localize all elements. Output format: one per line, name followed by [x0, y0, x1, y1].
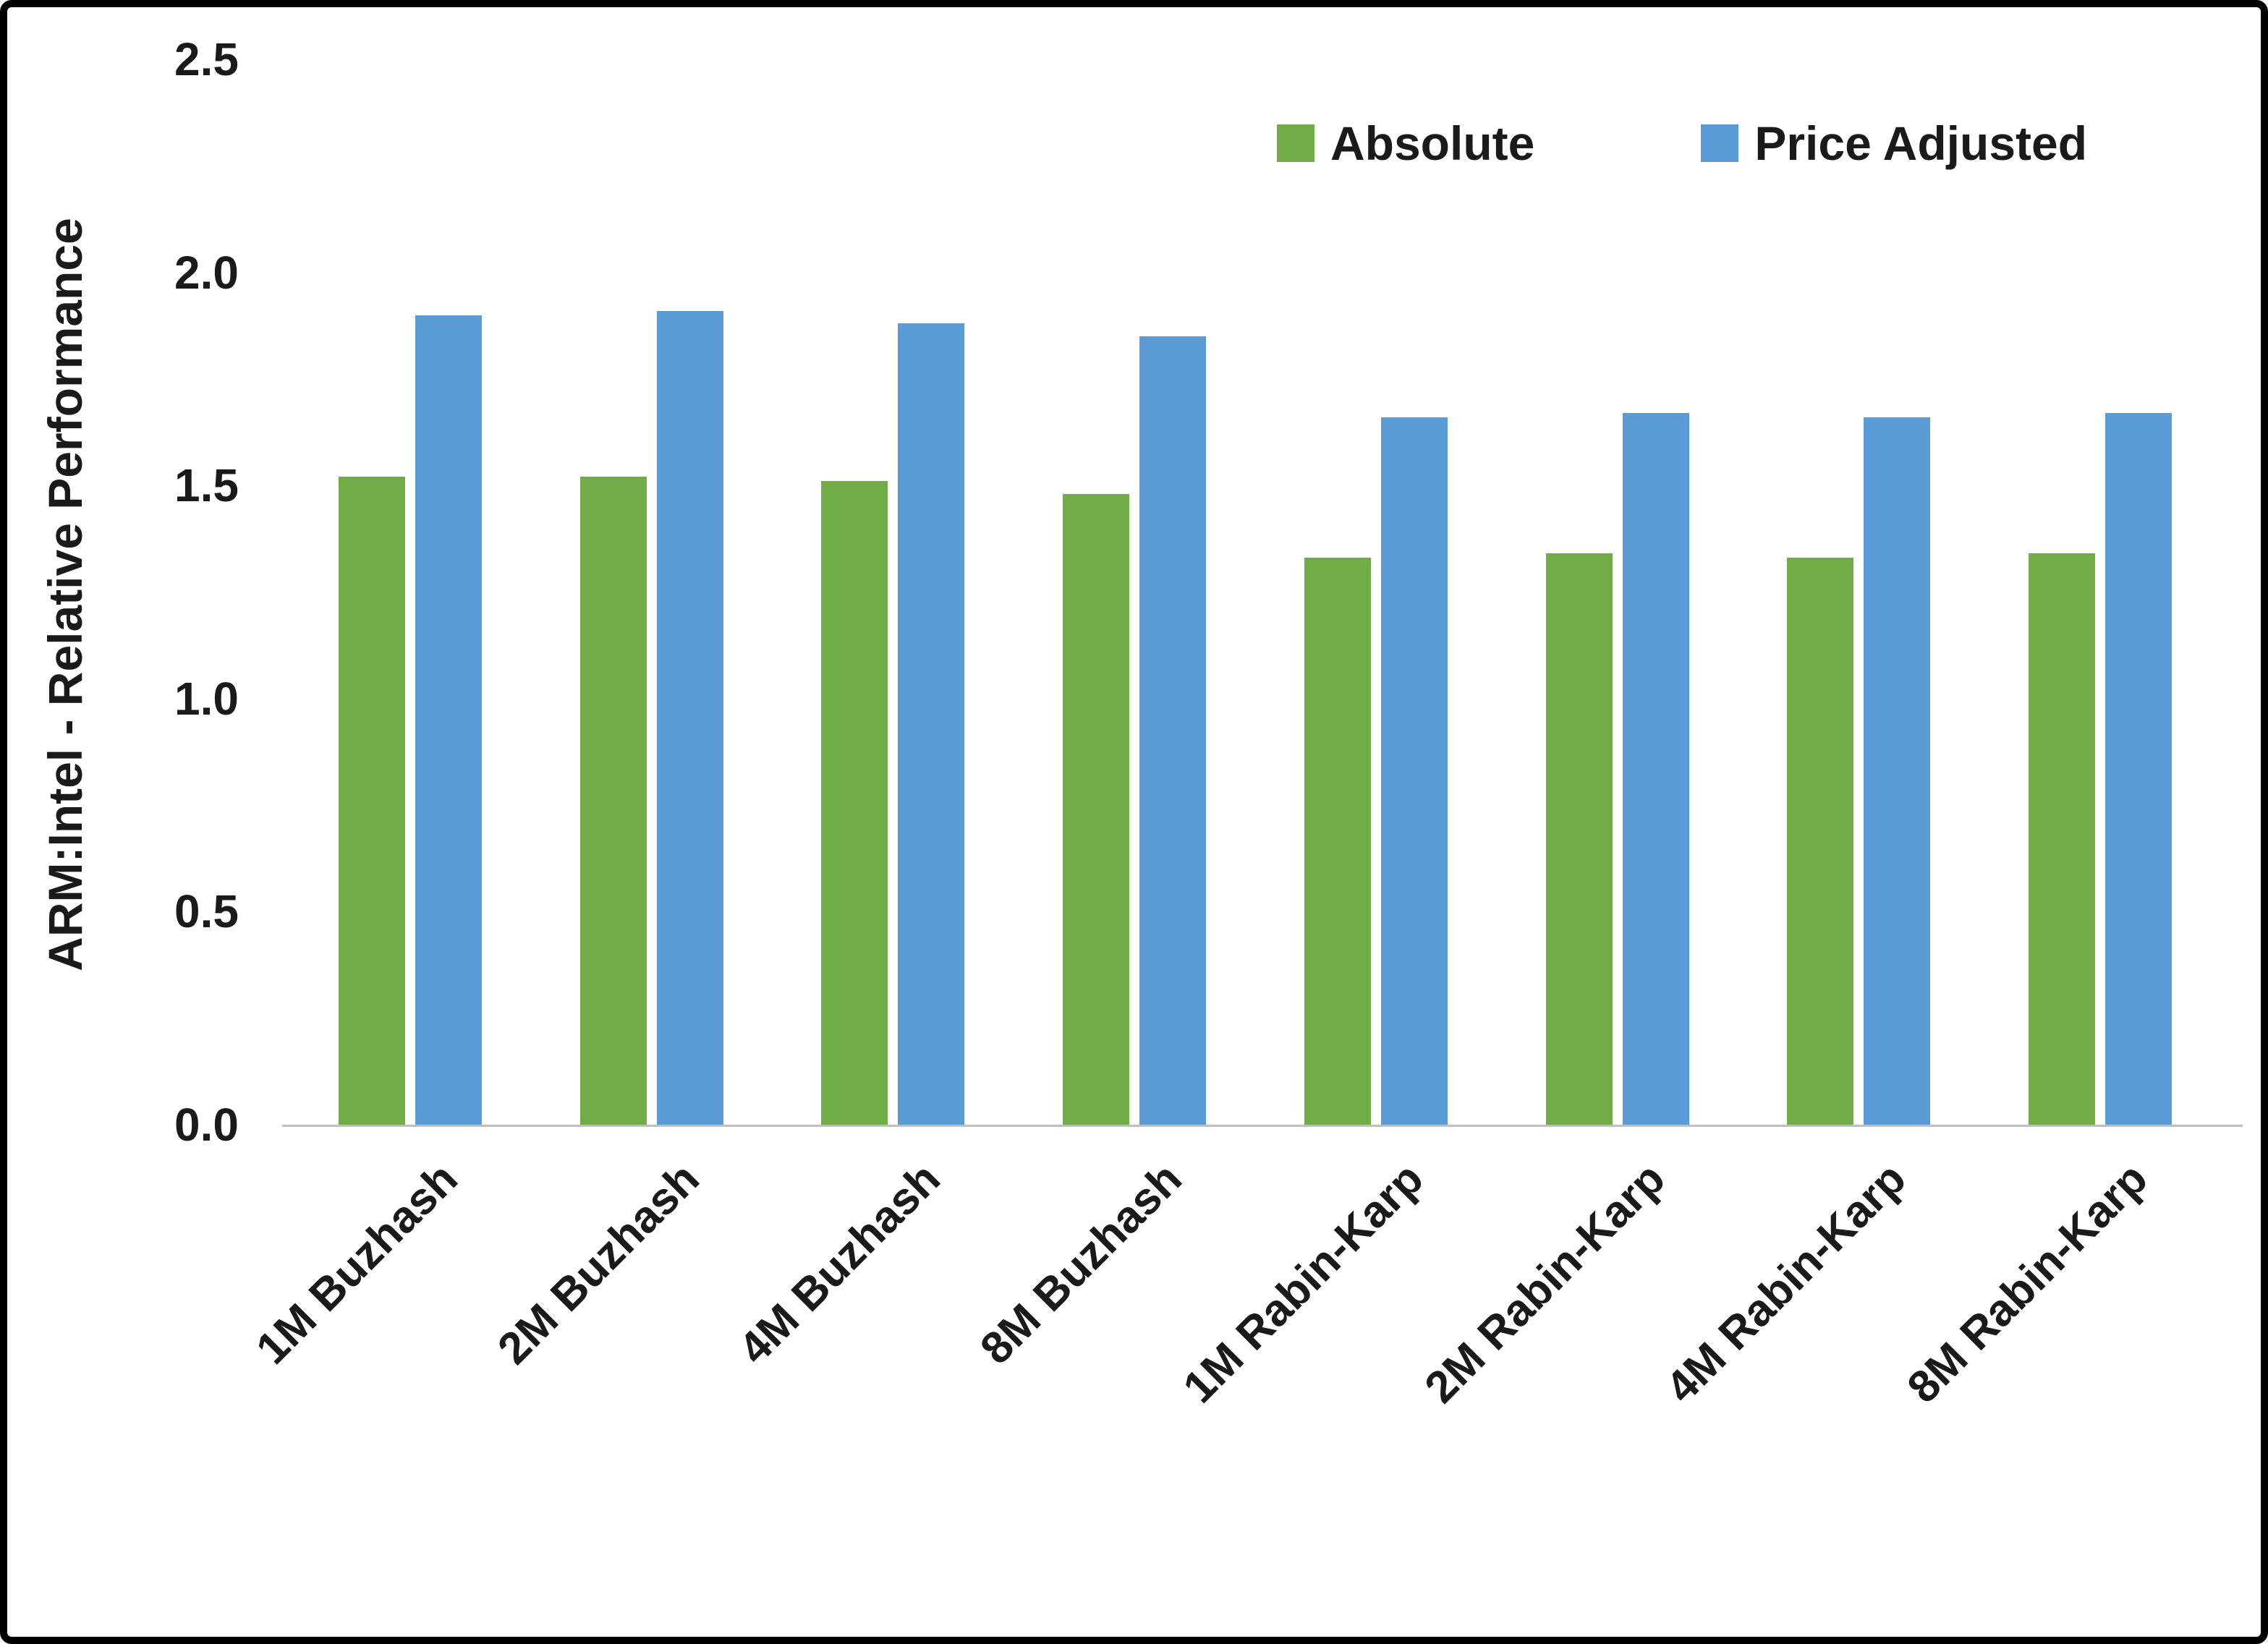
y-tick-0.5: 0.5 — [174, 885, 239, 938]
legend-label-price-adjusted: Price Adjusted — [1754, 116, 2088, 170]
y-tick-1.5: 1.5 — [174, 459, 239, 512]
legend-item-price-adjusted: Price Adjusted — [1701, 116, 2087, 171]
bar-price-adjusted-4m-rabin-karp — [1864, 417, 1930, 1125]
legend-label-absolute: Absolute — [1330, 116, 1535, 170]
bar-absolute-2m-buzhash — [580, 477, 647, 1125]
bar-price-adjusted-2m-rabin-karp — [1623, 413, 1689, 1125]
bar-absolute-1m-buzhash — [339, 477, 405, 1125]
bar-absolute-1m-rabin-karp — [1304, 558, 1371, 1125]
bar-absolute-2m-rabin-karp — [1546, 553, 1613, 1125]
legend-swatch-icon-absolute — [1277, 124, 1314, 162]
x-axis-line — [282, 1125, 2243, 1127]
bar-price-adjusted-2m-buzhash — [657, 311, 723, 1125]
legend-item-absolute: Absolute — [1277, 116, 1534, 171]
bar-absolute-4m-rabin-karp — [1787, 558, 1853, 1125]
bar-price-adjusted-4m-buzhash — [898, 323, 964, 1125]
legend-swatch-icon-price-adjusted — [1701, 124, 1739, 162]
bar-price-adjusted-1m-rabin-karp — [1381, 417, 1448, 1125]
bar-price-adjusted-1m-buzhash — [415, 315, 482, 1125]
bar-price-adjusted-8m-rabin-karp — [2105, 413, 2172, 1125]
y-tick-2.0: 2.0 — [174, 246, 239, 299]
bar-price-adjusted-8m-buzhash — [1139, 336, 1206, 1125]
bar-absolute-8m-rabin-karp — [2029, 553, 2095, 1125]
y-axis-title: ARM:Intel - Relative Performance — [38, 218, 92, 971]
legend: Absolute Price Adjusted — [1277, 116, 2087, 171]
y-tick-2.5: 2.5 — [174, 33, 239, 85]
y-tick-0.0: 0.0 — [174, 1099, 239, 1151]
y-tick-1.0: 1.0 — [174, 672, 239, 725]
bar-absolute-8m-buzhash — [1063, 494, 1129, 1125]
bar-absolute-4m-buzhash — [821, 481, 888, 1125]
